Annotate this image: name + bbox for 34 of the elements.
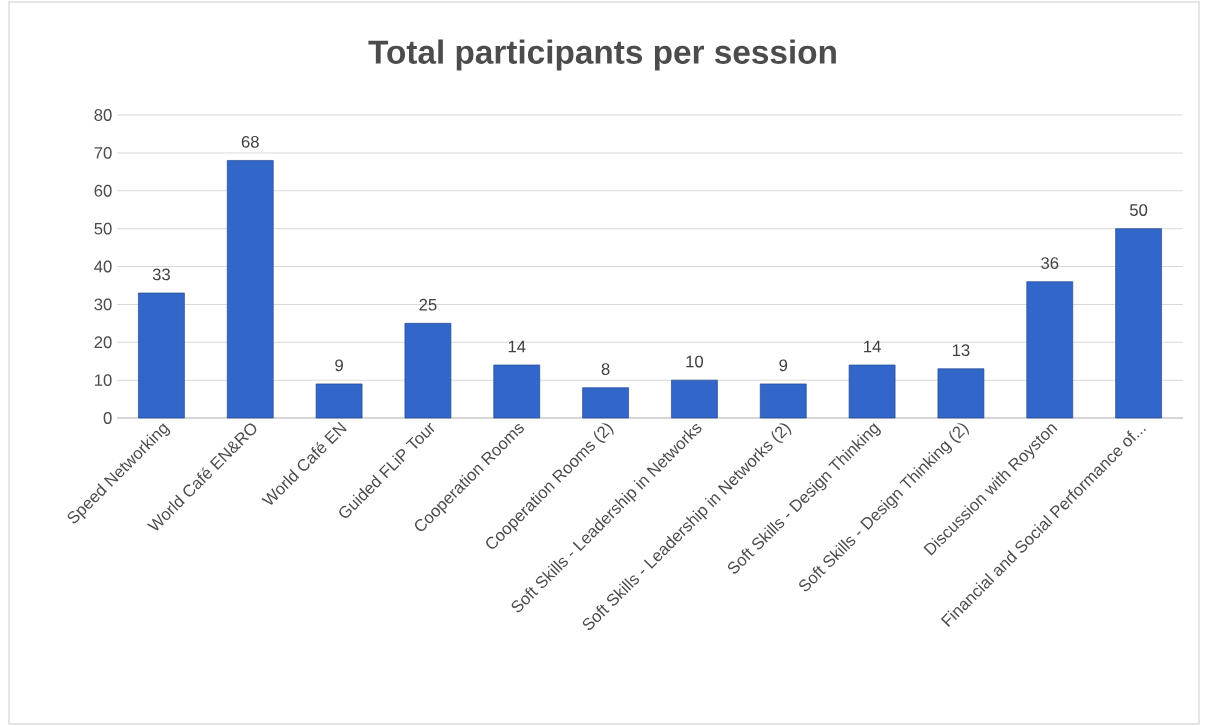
data-label: 25 [419, 298, 437, 311]
y-tick-label: 30 [94, 298, 112, 311]
bar [937, 368, 985, 419]
bar [582, 387, 629, 419]
y-tick-label: 80 [94, 109, 112, 121]
bar [848, 364, 896, 419]
y-tick-label: 60 [94, 184, 112, 197]
chart-title: Total participants per session [368, 39, 836, 71]
data-label: 10 [686, 355, 704, 368]
data-label: 68 [241, 135, 259, 148]
y-tick-label: 70 [94, 146, 112, 159]
data-label: 33 [152, 268, 170, 281]
data-label: 36 [1041, 257, 1059, 269]
bar [671, 379, 718, 419]
data-label: 50 [1129, 204, 1148, 216]
y-tick-label: 40 [94, 260, 112, 273]
bar [138, 292, 185, 419]
bar [493, 364, 541, 419]
bar [1115, 228, 1162, 419]
data-label: 8 [601, 363, 610, 375]
y-tick-label: 50 [94, 222, 112, 235]
data-label: 9 [779, 359, 788, 372]
bar [1026, 281, 1074, 419]
y-tick-label: 0 [103, 412, 112, 424]
bar [315, 383, 363, 419]
y-tick-label: 20 [94, 336, 112, 349]
data-label: 14 [864, 340, 881, 353]
y-tick-label: 10 [95, 374, 112, 387]
bar [226, 160, 274, 419]
bar [759, 383, 807, 419]
bar [404, 322, 452, 419]
data-label: 9 [335, 359, 343, 372]
data-label: 14 [508, 340, 526, 353]
data-label: 13 [952, 344, 970, 357]
